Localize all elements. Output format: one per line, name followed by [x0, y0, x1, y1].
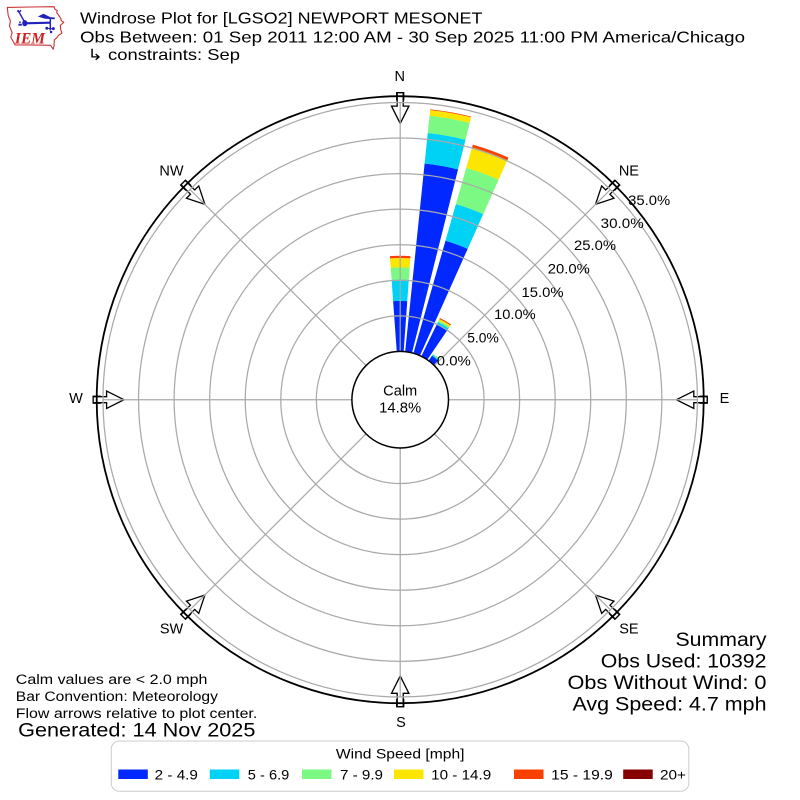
- svg-text:N: N: [394, 69, 404, 85]
- svg-text:Generated: 14 Nov 2025: Generated: 14 Nov 2025: [18, 720, 255, 741]
- svg-text:NW: NW: [159, 164, 183, 180]
- svg-text:5.0%: 5.0%: [467, 330, 499, 345]
- svg-text:Summary: Summary: [676, 630, 768, 651]
- svg-text:30.0%: 30.0%: [601, 216, 644, 231]
- svg-text:Calm: Calm: [383, 384, 417, 400]
- svg-text:Obs Without Wind: 0: Obs Without Wind: 0: [568, 673, 767, 694]
- svg-text:0.0%: 0.0%: [437, 354, 471, 369]
- svg-text:Wind Speed [mph]: Wind Speed [mph]: [336, 746, 465, 762]
- svg-text:25.0%: 25.0%: [574, 238, 616, 253]
- svg-text:Bar Convention: Meteorology: Bar Convention: Meteorology: [16, 689, 218, 704]
- svg-text:14.8%: 14.8%: [379, 400, 421, 416]
- svg-text:15 - 19.9: 15 - 19.9: [551, 767, 613, 783]
- svg-text:Calm values are < 2.0 mph: Calm values are < 2.0 mph: [16, 672, 208, 687]
- svg-text:Windrose Plot for [LGSO2] NEWP: Windrose Plot for [LGSO2] NEWPORT MESONE…: [80, 11, 483, 28]
- svg-text:35.0%: 35.0%: [628, 193, 670, 208]
- svg-text:E: E: [720, 391, 730, 407]
- svg-text:SW: SW: [160, 621, 184, 637]
- svg-text:SE: SE: [619, 621, 639, 637]
- svg-text:IEM: IEM: [14, 31, 46, 48]
- svg-text:10 - 14.9: 10 - 14.9: [431, 767, 491, 783]
- svg-text:↳ constraints: Sep: ↳ constraints: Sep: [88, 47, 241, 64]
- svg-text:Avg Speed: 4.7 mph: Avg Speed: 4.7 mph: [573, 695, 767, 716]
- svg-text:15.0%: 15.0%: [522, 285, 564, 300]
- svg-text:20+: 20+: [660, 767, 686, 783]
- svg-text:NE: NE: [619, 164, 639, 180]
- svg-text:7 - 9.9: 7 - 9.9: [340, 767, 383, 783]
- svg-text:10.0%: 10.0%: [494, 307, 536, 322]
- svg-text:2 - 4.9: 2 - 4.9: [155, 767, 198, 783]
- svg-text:Flow arrows relative to plot c: Flow arrows relative to plot center.: [16, 706, 257, 721]
- svg-text:W: W: [69, 391, 83, 407]
- svg-text:Obs Between: 01 Sep 2011 12:00: Obs Between: 01 Sep 2011 12:00 AM - 30 S…: [80, 30, 745, 47]
- svg-text:5 - 6.9: 5 - 6.9: [248, 767, 290, 783]
- svg-text:20.0%: 20.0%: [548, 261, 590, 276]
- svg-text:S: S: [396, 715, 406, 731]
- svg-text:Obs Used: 10392: Obs Used: 10392: [601, 652, 767, 673]
